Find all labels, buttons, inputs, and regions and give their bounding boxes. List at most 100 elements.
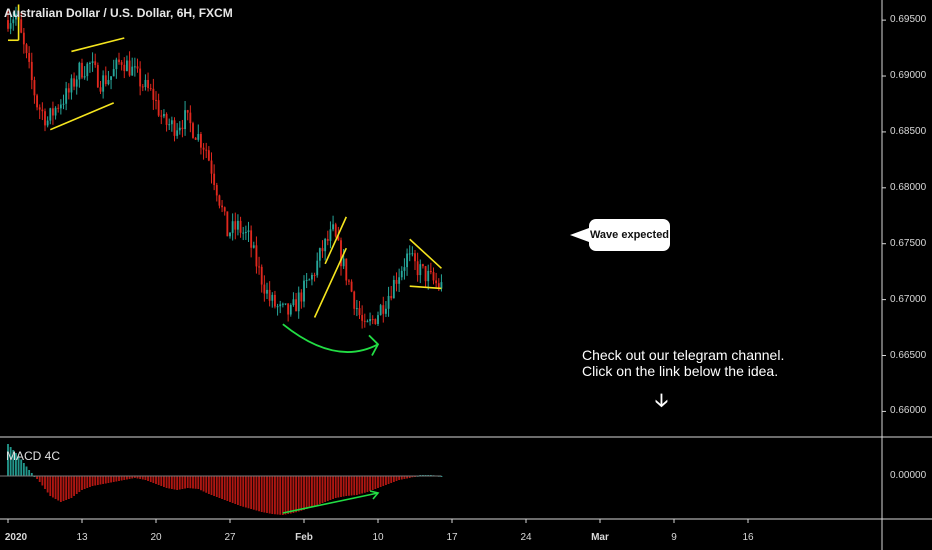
macd-bar — [292, 476, 295, 513]
macd-bar — [321, 476, 324, 503]
candle-body — [149, 88, 152, 90]
macd-bar — [366, 476, 369, 492]
candle — [313, 272, 316, 282]
candle — [414, 249, 416, 270]
macd-bar — [86, 476, 89, 488]
candle — [260, 264, 263, 293]
macd-bar — [160, 476, 163, 486]
macd-bar — [44, 476, 46, 489]
y-tick-label: 0.66000 — [890, 405, 927, 417]
candle-body — [133, 66, 136, 68]
candle — [321, 240, 324, 258]
candle-body — [340, 240, 342, 267]
candle — [340, 237, 342, 276]
wedge-lower-line — [49, 102, 115, 131]
macd-bar — [377, 476, 379, 488]
macd-bar — [123, 476, 126, 480]
candle — [435, 272, 438, 289]
candle — [41, 102, 44, 121]
candle — [255, 236, 258, 274]
macd-bar — [210, 476, 213, 495]
candle-body — [52, 108, 54, 116]
y-tick-label: 0.69500 — [890, 14, 927, 26]
candle — [173, 117, 176, 142]
candle — [258, 256, 260, 275]
candle — [332, 215, 334, 232]
candle-body — [28, 53, 31, 62]
candle-body — [403, 267, 406, 271]
candle-body — [305, 280, 308, 282]
arrow-head — [369, 490, 380, 500]
candle-body — [300, 292, 303, 302]
candle-body — [118, 59, 120, 63]
candle — [126, 55, 128, 72]
candle — [70, 74, 73, 100]
macd-bar — [128, 476, 131, 479]
macd-bar — [170, 476, 173, 489]
macd-bar — [189, 476, 192, 489]
candle — [292, 292, 295, 307]
macd-bar — [178, 476, 181, 490]
candle-body — [311, 274, 313, 280]
candle-body — [186, 110, 189, 113]
x-tick-label: Feb — [295, 532, 313, 543]
candle-body — [366, 321, 369, 323]
macd-bar — [403, 476, 406, 479]
macd-bar — [311, 476, 313, 507]
candle — [382, 296, 385, 323]
candle — [316, 252, 319, 278]
candle — [155, 91, 157, 110]
macd-bar — [149, 476, 152, 482]
macd-bar — [411, 476, 414, 478]
macd-bar — [353, 476, 356, 496]
macd-bar — [22, 463, 25, 476]
candle-body — [355, 308, 358, 310]
candle — [419, 259, 422, 284]
candle-body — [284, 303, 287, 305]
candle-body — [411, 253, 414, 255]
candle-body — [231, 221, 234, 233]
macd-bar — [334, 476, 337, 498]
macd-bar — [305, 476, 308, 509]
macd-bar — [78, 476, 81, 492]
candle — [303, 275, 305, 308]
macd-bar — [231, 476, 234, 503]
candle — [9, 15, 12, 35]
macd-bar — [374, 476, 377, 489]
candle-body — [120, 62, 123, 65]
candle-body — [205, 149, 208, 151]
telegram-note-line1: Check out our telegram channel. — [582, 347, 785, 363]
macd-bar — [213, 476, 216, 496]
x-tick-label: 10 — [372, 532, 384, 543]
candle-body — [348, 280, 350, 282]
candle — [374, 318, 377, 325]
candle — [170, 116, 173, 132]
macd-bar — [184, 476, 186, 489]
candle-body — [189, 112, 192, 124]
candle — [110, 76, 112, 90]
candle-body — [247, 230, 250, 233]
macd-bar — [408, 476, 411, 478]
macd-bar — [247, 476, 250, 509]
candle — [432, 267, 435, 285]
macd-bar — [406, 476, 408, 479]
candle-body — [46, 120, 49, 126]
macd-bar — [118, 476, 120, 481]
candle — [197, 124, 200, 142]
candle — [247, 221, 250, 242]
candle — [271, 292, 274, 308]
candle-body — [295, 299, 297, 312]
candle — [281, 302, 284, 308]
candle — [369, 312, 371, 326]
candle — [96, 62, 99, 89]
candle — [229, 231, 231, 239]
candle-body — [112, 69, 115, 77]
macd-bar — [157, 476, 160, 485]
candle-body — [406, 253, 408, 268]
candle — [194, 137, 197, 140]
candle-body — [110, 76, 112, 80]
macd-bar — [115, 476, 118, 482]
candle-body — [377, 315, 379, 324]
macd-bar — [218, 476, 221, 498]
